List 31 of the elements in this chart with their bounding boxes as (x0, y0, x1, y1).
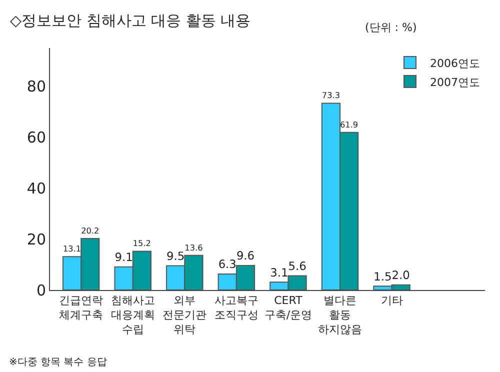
chart-subtitle: (단위 : %) (365, 21, 417, 34)
legend-label: 2007연도 (430, 76, 480, 89)
data-label: 13.6 (184, 242, 203, 252)
y-tick-label: 80 (26, 77, 46, 96)
x-tick-label: 침해사고 대응계획 수립 (110, 294, 155, 336)
x-tick-label: CERT 구축/운영 (264, 294, 312, 322)
x-tick-label: 긴급연락 체계구축 (59, 294, 104, 322)
y-tick-label: 40 (26, 179, 46, 198)
x-tick-label: 외부 전문기관 위탁 (162, 294, 207, 336)
data-label: 6.3 (218, 257, 236, 272)
data-label: 5.6 (288, 258, 306, 273)
data-label: 61.9 (340, 119, 358, 130)
text: ※다중 항목 복수 응답 (9, 357, 107, 368)
data-label: 20.2 (81, 226, 100, 236)
x-tick-label: 사고복구 조직구성 (214, 294, 258, 322)
chart-title: ◇정보보안 침해사고 대응 활동 내용 (10, 11, 251, 30)
y-tick-label: 20 (26, 230, 46, 248)
y-tick-label: 0 (36, 281, 46, 300)
data-label: 9.5 (166, 248, 185, 263)
data-label: 15.2 (132, 238, 151, 248)
data-label: 3.1 (270, 265, 288, 280)
data-label: 73.3 (322, 90, 340, 100)
data-label: 1.5 (374, 269, 392, 284)
data-label: 13.1 (62, 244, 82, 254)
x-tick-label: 별다른 활동 하지않음 (318, 294, 362, 336)
data-label: 9.6 (236, 248, 255, 263)
data-label: 9.1 (114, 250, 133, 264)
y-tick-label: 60 (26, 128, 46, 146)
legend-label: 2006연도 (430, 56, 480, 70)
x-tick-label: 기타 (380, 294, 403, 308)
data-label: 2.0 (392, 268, 410, 282)
